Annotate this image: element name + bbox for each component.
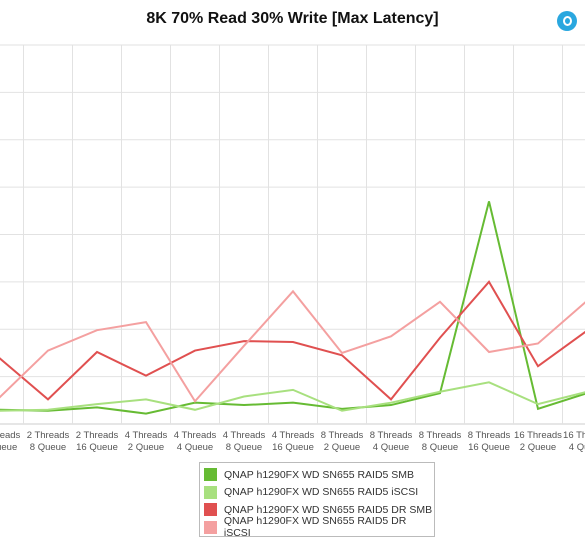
legend-label: QNAP h1290FX WD SN655 RAID5 DR SMB (224, 503, 433, 516)
legend-swatch (204, 468, 217, 482)
x-tick-label: 8 Threads 8 Queue (419, 430, 462, 453)
chart-title: 8K 70% Read 30% Write [Max Latency] (146, 10, 439, 27)
x-tick-label: 4 Threads 16 Queue (272, 430, 315, 453)
chart-legend: QNAP h1290FX WD SN655 RAID5 SMB QNAP h129… (199, 462, 435, 539)
legend-item[interactable]: QNAP h1290FX WD SN655 RAID5 DR iSCSI (204, 515, 434, 539)
x-tick-label: 8 Threads 2 Queue (321, 430, 364, 453)
series-line-1 (0, 201, 585, 415)
legend-swatch (204, 520, 217, 534)
brand-logo-icon (557, 11, 577, 31)
x-tick-label: 4 Threads 8 Queue (223, 430, 266, 453)
x-tick-label: 8 Threads 16 Queue (468, 430, 511, 453)
x-tick-label: 16 Threads 2 Queue (514, 430, 562, 453)
x-tick-label: 2 Threads 16 Queue (76, 430, 119, 453)
legend-label: QNAP h1290FX WD SN655 RAID5 iSCSI (224, 486, 419, 499)
series-line-3 (0, 280, 585, 401)
legend-label: QNAP h1290FX WD SN655 RAID5 DR iSCSI (223, 515, 407, 540)
legend-item[interactable]: QNAP h1290FX WD SN655 RAID5 DR SMB (204, 501, 434, 519)
series-line-2 (0, 381, 585, 412)
legend-label: QNAP h1290FX WD SN655 RAID5 SMB (224, 468, 415, 481)
series-line-4 (0, 289, 585, 403)
x-tick-label: 4 Threads 2 Queue (125, 430, 168, 453)
legend-item[interactable]: QNAP h1290FX WD SN655 RAID5 iSCSI (204, 484, 434, 502)
legend-item[interactable]: QNAP h1290FX WD SN655 RAID5 SMB (204, 466, 434, 484)
legend-swatch (204, 503, 217, 517)
legend-swatch (204, 485, 217, 499)
x-tick-label: 2 Threads 8 Queue (27, 430, 70, 453)
x-tick-label: 4 Threads 4 Queue (174, 430, 217, 453)
x-tick-label: 8 Threads 4 Queue (370, 430, 413, 453)
